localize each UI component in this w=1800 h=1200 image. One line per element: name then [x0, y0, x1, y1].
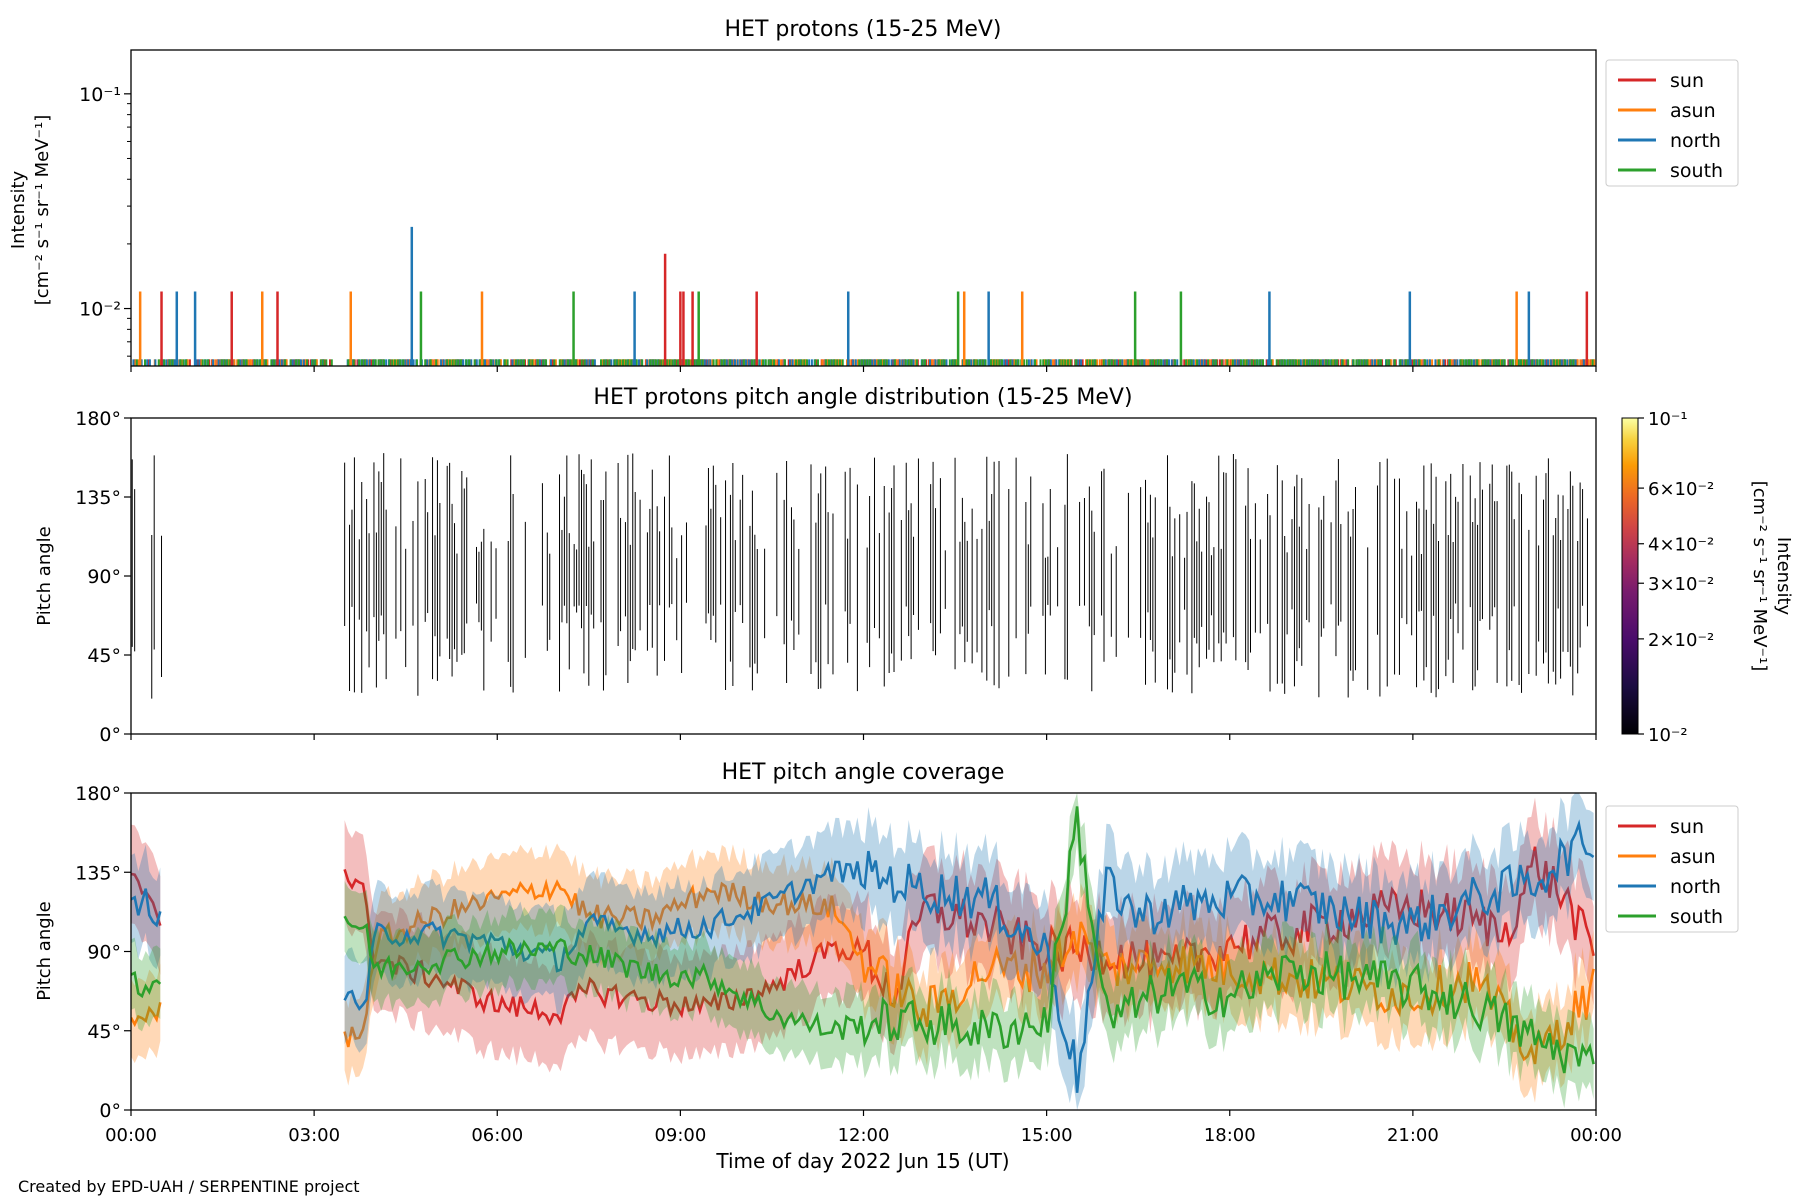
x-tick-label: 18:00: [1204, 1125, 1256, 1146]
panel1-y-axis: 10⁻¹ 10⁻²: [79, 84, 131, 357]
x-axis-label: Time of day 2022 Jun 15 (UT): [715, 1149, 1009, 1173]
colorbar-label-line1: Intensity: [1773, 537, 1794, 616]
north-coverage-band: [131, 844, 161, 970]
panel1-ylabel-line2: [cm⁻² s⁻¹ sr⁻¹ MeV⁻¹]: [32, 115, 53, 306]
sun-pitch-angle-line: [343, 846, 1595, 1027]
colorbar-tick-label: 3×10⁻²: [1648, 574, 1714, 595]
panel2-x-ticks: [130, 734, 1597, 740]
panel1-ylabel-line1: Intensity: [8, 170, 29, 249]
panel1-title: HET protons (15-25 MeV): [725, 17, 1002, 42]
panel-pitch-angle-coverage: HET pitch angle coverage 0° 45° 90° 135° 180…: [34, 760, 1739, 1146]
colorbar-tick-label: 2×10⁻²: [1648, 630, 1714, 651]
sun-coverage-band: [131, 824, 161, 975]
asun-pitch-angle-line: [343, 878, 1595, 1065]
north-pitch-angle-line: [131, 888, 162, 928]
panel2-frame: [130, 417, 1597, 735]
legend-label-south: south: [1670, 906, 1723, 928]
y-tick-label: 45°: [87, 1021, 121, 1043]
legend-label-sun: sun: [1670, 70, 1704, 92]
y-tick-label: 180°: [75, 408, 121, 430]
legend-box: [1605, 805, 1739, 933]
y-tick-label: 45°: [87, 645, 121, 667]
north-coverage-band: [344, 793, 1594, 1110]
legend-box: [1605, 59, 1739, 187]
colorbar-tick-label: 10⁻²: [1648, 725, 1688, 746]
legend-label-asun: asun: [1670, 846, 1716, 868]
panel1-plot-area: [132, 226, 1596, 366]
panel3-title: HET pitch angle coverage: [722, 760, 1005, 785]
panel2-ylabel: Pitch angle: [34, 526, 55, 625]
y-tick-label: 90°: [87, 566, 121, 588]
panel2-plot-area: [131, 453, 1588, 699]
legend-label-north: north: [1670, 876, 1721, 898]
colorbar-tick-label: 10⁻¹: [1648, 409, 1688, 430]
x-tick-label: 12:00: [838, 1125, 890, 1146]
panel3-y-axis: 0° 45° 90° 135° 180°: [75, 783, 131, 1122]
asun-coverage-band: [344, 843, 1594, 1103]
y-tick-label: 180°: [75, 783, 121, 805]
panel2-title: HET protons pitch angle distribution (15…: [593, 385, 1132, 410]
y-tick-label: 90°: [87, 942, 121, 964]
y-tick-label: 135°: [75, 487, 121, 509]
colorbar-tick-label: 6×10⁻²: [1648, 479, 1714, 500]
x-tick-label: 00:00: [105, 1125, 157, 1146]
panel-intensity: HET protons (15-25 MeV) 10⁻¹ 10⁻² Intensi…: [8, 17, 1739, 372]
x-tick-label: 15:00: [1021, 1125, 1073, 1146]
south-pitch-angle-line: [131, 970, 162, 999]
panel3-plot-area: [131, 793, 1595, 1110]
y-tick-label: 135°: [75, 862, 121, 884]
panel1-x-ticks: [130, 366, 1597, 372]
panel3-ylabel: Pitch angle: [34, 901, 55, 1000]
colorbar-tick-label: 4×10⁻²: [1648, 535, 1714, 556]
colorbar: [1621, 417, 1639, 735]
y-tick-label: 0°: [99, 1100, 121, 1122]
x-tick-label: 06:00: [471, 1125, 523, 1146]
x-tick-label: 09:00: [654, 1125, 706, 1146]
legend-label-asun: asun: [1670, 100, 1716, 122]
south-coverage-band: [344, 793, 1594, 1109]
panel-pitch-angle-distribution: HET protons pitch angle distribution (15…: [34, 385, 1794, 746]
x-tick-label: 03:00: [288, 1125, 340, 1146]
panel3-x-ticks: 00:00 03:00 06:00 09:00 12:00 15:00 18:00 21:00…: [105, 1110, 1622, 1146]
y-tick-label: 10⁻²: [79, 299, 121, 321]
colorbar-label-line2: [cm⁻² s⁻¹ sr⁻¹ MeV⁻¹]: [1749, 481, 1770, 672]
colorbar-ticks: 10⁻¹ 10⁻² 6×10⁻² 4×10⁻² 3×10⁻² 2×10⁻²: [1638, 409, 1714, 746]
south-pitch-angle-line: [343, 806, 1595, 1074]
legend-label-sun: sun: [1670, 816, 1704, 838]
x-tick-label: 00:00: [1570, 1125, 1622, 1146]
panel1-legend: sun asun north south: [1605, 59, 1739, 187]
panel2-y-axis: 0° 45° 90° 135° 180°: [75, 408, 131, 746]
panel3-legend: sun asun north south: [1605, 805, 1739, 933]
footer-credit: Created by EPD-UAH / SERPENTINE project: [18, 1177, 360, 1196]
y-tick-label: 10⁻¹: [79, 84, 121, 106]
x-tick-label: 21:00: [1387, 1125, 1439, 1146]
y-tick-label: 0°: [99, 724, 121, 746]
legend-label-south: south: [1670, 160, 1723, 182]
legend-label-north: north: [1670, 130, 1721, 152]
asun-pitch-angle-line: [131, 1002, 162, 1028]
